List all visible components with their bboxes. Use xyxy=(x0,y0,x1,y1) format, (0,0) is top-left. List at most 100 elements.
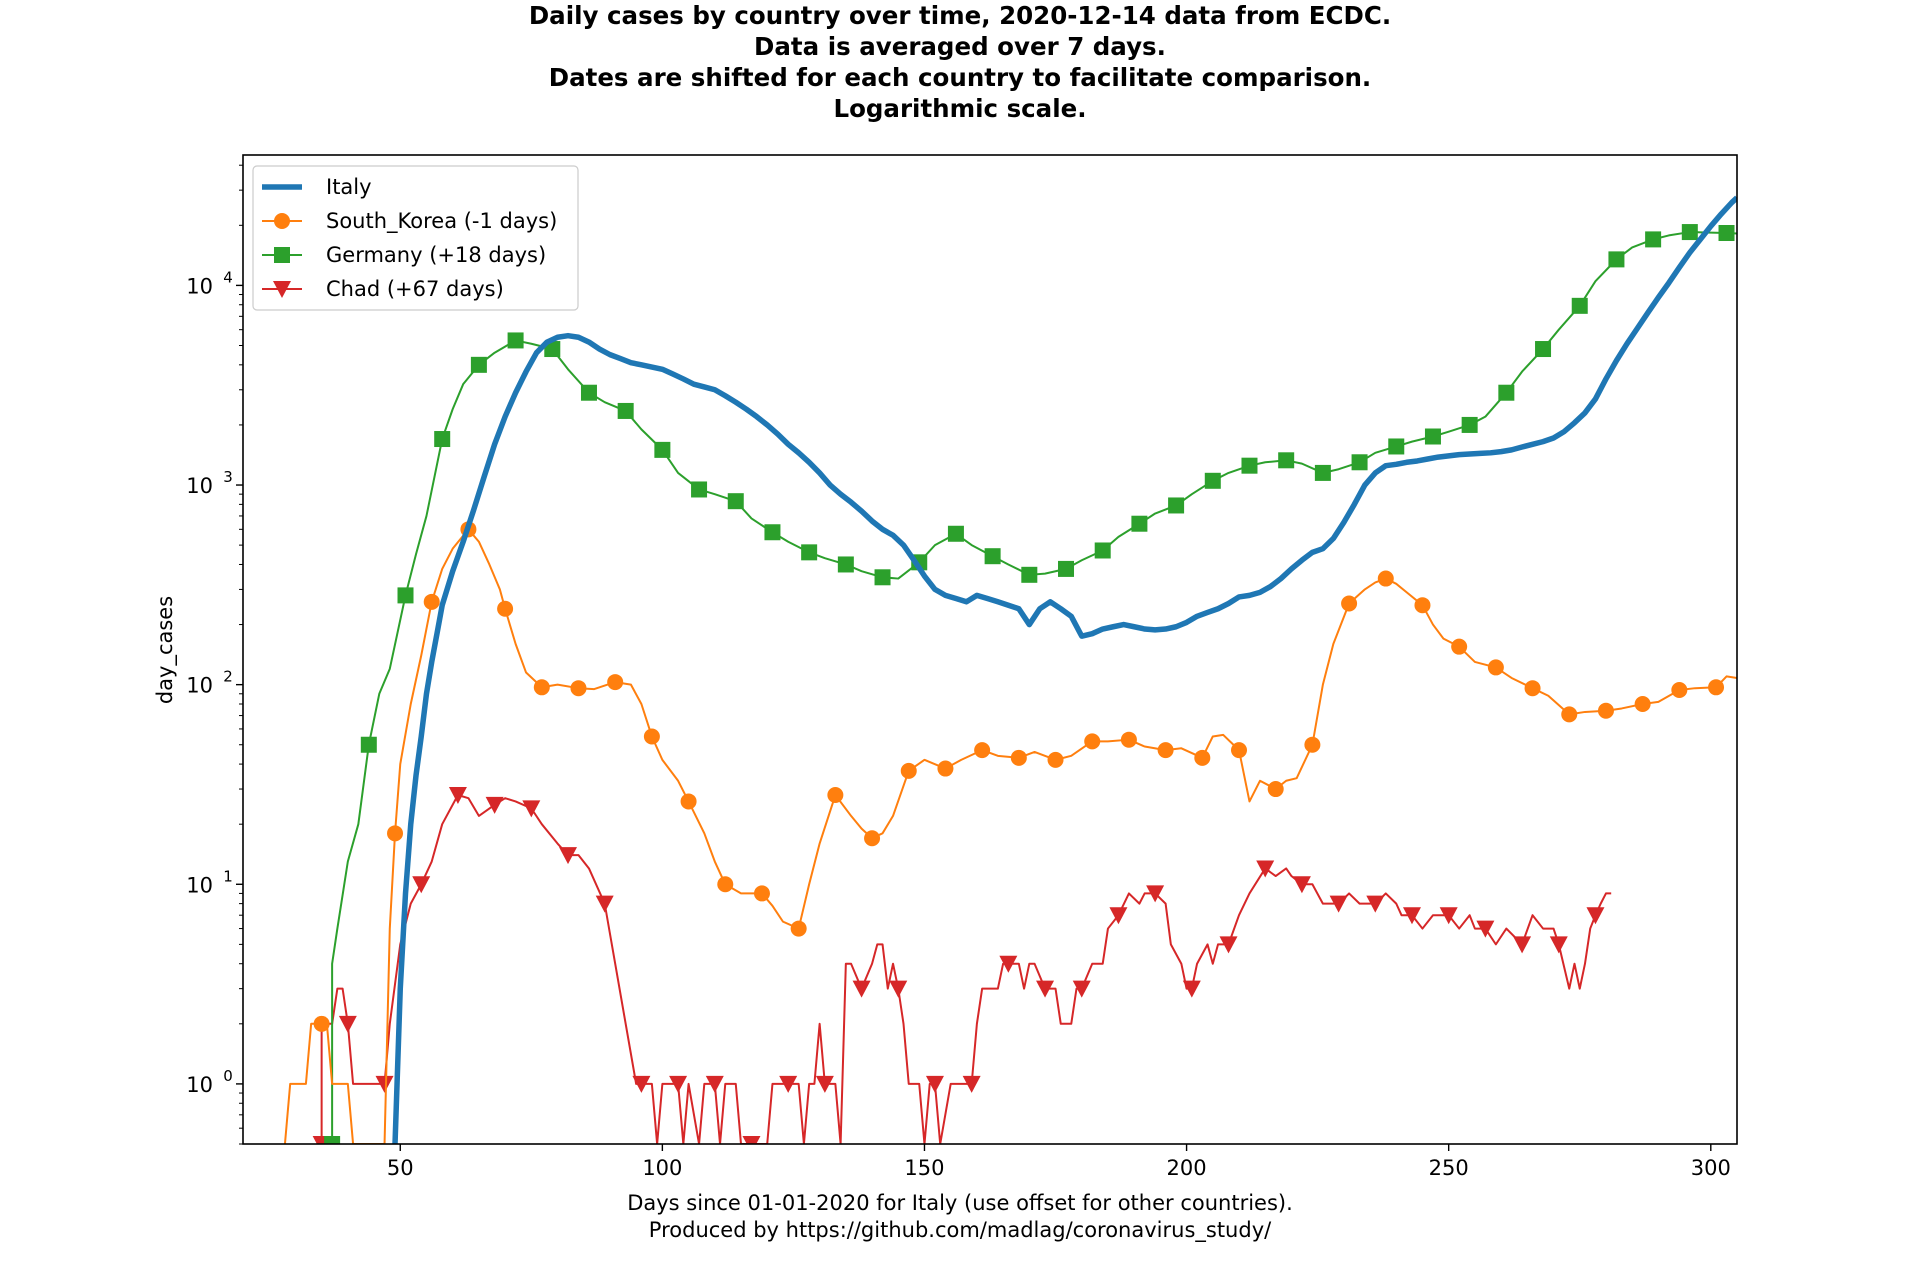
y-tick-label-10: 10 xyxy=(186,873,213,897)
data-point-south-korea-1-days-35 xyxy=(1634,695,1651,712)
data-point-south-korea-1-days-0 xyxy=(313,1015,330,1032)
data-point-south-korea-1-days-31 xyxy=(1487,659,1504,676)
chart-title-line-1: Daily cases by country over time, 2020-1… xyxy=(528,1,1392,30)
data-point-south-korea-1-days-29 xyxy=(1414,597,1431,614)
data-point-germany-18-days-13 xyxy=(801,544,818,561)
data-point-chad-67-days-4 xyxy=(448,787,467,805)
series-germany-18-days xyxy=(324,224,1737,1144)
data-point-chad-67-days-32 xyxy=(1476,920,1495,938)
legend-label-italy: Italy xyxy=(326,175,372,199)
y-tick-label-10000: 10 xyxy=(186,274,213,298)
plot-frame xyxy=(242,154,1738,1145)
x-axis-label: Days since 01-01-2020 for Italy (use off… xyxy=(0,1190,1920,1244)
data-point-south-korea-1-days-7 xyxy=(607,674,624,691)
x-tick-label-200: 200 xyxy=(1167,1156,1207,1180)
data-point-chad-67-days-1 xyxy=(338,1015,357,1033)
data-point-germany-18-days-17 xyxy=(947,525,964,542)
legend-box xyxy=(252,165,579,311)
data-point-germany-18-days-35 xyxy=(1608,251,1625,268)
series-line-italy xyxy=(392,195,1737,1144)
x-tick-label-50: 50 xyxy=(387,1156,414,1180)
y-tick-label-1: 10 xyxy=(186,1073,213,1097)
legend-label-south-korea-1-days: South_Korea (-1 days) xyxy=(326,209,557,234)
x-axis-label-line-2: Produced by https://github.com/madlag/co… xyxy=(648,1218,1272,1242)
data-point-south-korea-1-days-18 xyxy=(1010,749,1027,766)
data-point-chad-67-days-6 xyxy=(522,800,541,818)
data-point-chad-67-days-10 xyxy=(669,1075,688,1093)
data-point-germany-18-days-15 xyxy=(874,569,891,586)
data-point-germany-18-days-26 xyxy=(1278,452,1295,469)
legend-entry-italy: Italy xyxy=(262,175,372,199)
data-point-chad-67-days-2 xyxy=(375,1075,394,1093)
legend-label-chad-67-days: Chad (+67 days) xyxy=(326,277,504,301)
series-chad-67-days xyxy=(312,787,1612,1144)
data-point-germany-18-days-36 xyxy=(1645,231,1662,248)
chart-title-line-2: Data is averaged over 7 days. xyxy=(754,32,1166,61)
data-point-chad-67-days-25 xyxy=(1219,936,1238,954)
data-point-germany-18-days-24 xyxy=(1204,472,1221,489)
data-point-germany-18-days-28 xyxy=(1351,454,1368,471)
data-point-germany-18-days-9 xyxy=(654,441,671,458)
legend-entry-chad-67-days: Chad (+67 days) xyxy=(262,277,504,301)
data-point-germany-18-days-23 xyxy=(1168,497,1185,514)
x-tick-label-250: 250 xyxy=(1429,1156,1469,1180)
data-point-germany-18-days-30 xyxy=(1424,428,1441,445)
y-tick-exponent-100: 2 xyxy=(223,668,233,686)
data-point-south-korea-1-days-36 xyxy=(1671,682,1688,699)
data-point-south-korea-1-days-22 xyxy=(1157,742,1174,759)
x-tick-label-300: 300 xyxy=(1691,1156,1731,1180)
data-point-south-korea-1-days-12 xyxy=(790,920,807,937)
data-point-south-korea-1-days-25 xyxy=(1267,781,1284,798)
series-italy xyxy=(392,195,1737,1144)
data-point-chad-67-days-21 xyxy=(1072,980,1091,998)
data-point-chad-67-days-27 xyxy=(1292,876,1311,894)
chart-title-line-4: Logarithmic scale. xyxy=(833,94,1087,123)
data-point-germany-18-days-38 xyxy=(1718,225,1735,242)
data-point-germany-18-days-0 xyxy=(324,1136,341,1144)
data-point-chad-67-days-13 xyxy=(779,1075,798,1093)
data-point-chad-67-days-19 xyxy=(999,955,1018,973)
legend-marker-chad-67-days xyxy=(273,281,291,298)
data-point-germany-18-days-7 xyxy=(580,384,597,401)
x-tick-label-150: 150 xyxy=(904,1156,944,1180)
data-point-germany-18-days-14 xyxy=(837,556,854,573)
series-south-korea-1-days xyxy=(283,521,1737,1144)
data-point-germany-18-days-12 xyxy=(764,524,781,541)
y-tick-exponent-1: 0 xyxy=(223,1067,233,1085)
data-point-south-korea-1-days-1 xyxy=(387,825,404,842)
data-point-chad-67-days-11 xyxy=(705,1075,724,1093)
data-point-chad-67-days-24 xyxy=(1182,980,1201,998)
data-point-chad-67-days-31 xyxy=(1439,907,1458,925)
series-line-south-korea-1-days xyxy=(283,528,1737,1144)
data-point-chad-67-days-16 xyxy=(889,980,908,998)
data-point-south-korea-1-days-37 xyxy=(1708,679,1725,696)
data-point-south-korea-1-days-17 xyxy=(974,742,991,759)
y-axis-label: day_cases xyxy=(153,595,177,705)
data-point-chad-67-days-34 xyxy=(1549,936,1568,954)
legend-label-germany-18-days: Germany (+18 days) xyxy=(326,243,546,267)
legend: Italy South_Korea (-1 days) Germany (+18 d… xyxy=(252,165,579,311)
legend-entry-germany-18-days: Germany (+18 days) xyxy=(262,243,546,267)
data-point-chad-67-days-9 xyxy=(632,1075,651,1093)
data-point-germany-18-days-22 xyxy=(1131,515,1148,532)
data-point-germany-18-days-11 xyxy=(727,493,744,510)
data-point-south-korea-1-days-21 xyxy=(1120,731,1137,748)
data-point-south-korea-1-days-11 xyxy=(753,885,770,902)
data-point-chad-67-days-18 xyxy=(962,1075,981,1093)
y-tick-exponent-10000: 4 xyxy=(223,268,233,286)
data-point-chad-67-days-26 xyxy=(1256,860,1275,878)
data-point-south-korea-1-days-23 xyxy=(1194,749,1211,766)
data-point-south-korea-1-days-27 xyxy=(1341,595,1358,612)
data-point-chad-67-days-3 xyxy=(412,876,431,894)
data-point-south-korea-1-days-6 xyxy=(570,680,587,697)
data-point-chad-67-days-30 xyxy=(1402,907,1421,925)
data-point-germany-18-days-8 xyxy=(617,402,634,419)
y-tick-exponent-10: 1 xyxy=(223,867,233,885)
legend-entry-south-korea-1-days: South_Korea (-1 days) xyxy=(262,209,557,234)
data-point-chad-67-days-12 xyxy=(742,1136,761,1144)
data-point-germany-18-days-4 xyxy=(470,356,487,373)
data-point-chad-67-days-28 xyxy=(1329,895,1348,913)
x-tick-label-100: 100 xyxy=(642,1156,682,1180)
data-point-chad-67-days-22 xyxy=(1109,907,1128,925)
